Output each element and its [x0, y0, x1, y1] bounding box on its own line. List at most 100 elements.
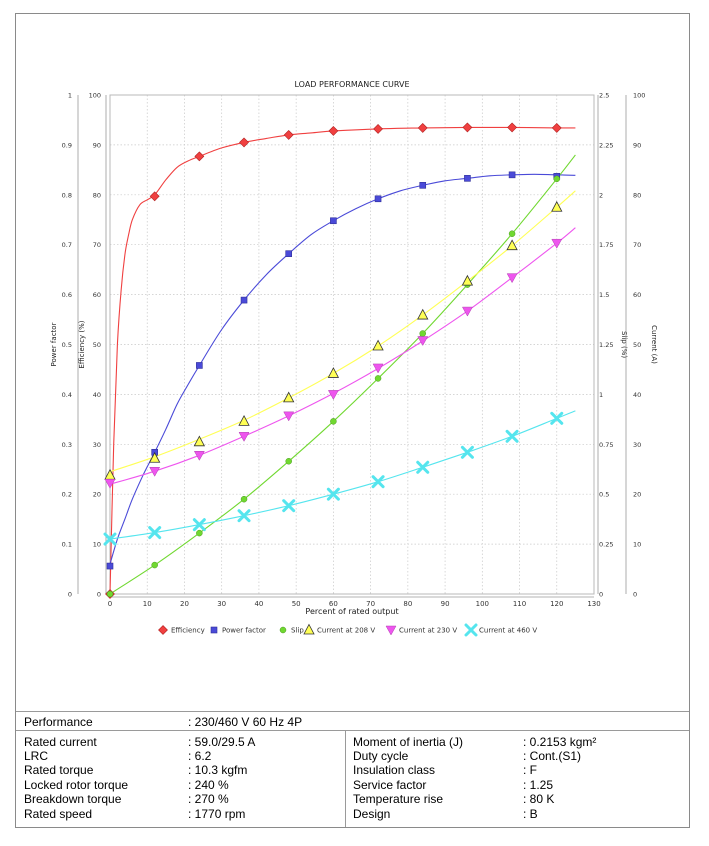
slip-point — [106, 590, 114, 598]
efficiency-tick-label: 20 — [93, 491, 101, 499]
current-at-230-v-point — [149, 466, 161, 477]
efficiency-point — [507, 122, 518, 133]
slip-point — [240, 495, 248, 503]
x-tick-label: 30 — [217, 600, 226, 608]
current-tick-label: 50 — [633, 341, 641, 349]
current-at-460-v-point — [550, 411, 564, 425]
x-marker-stroke — [371, 475, 385, 489]
efficiency-point — [417, 123, 428, 133]
power_factor-axis-label: Power factor — [50, 322, 58, 366]
legend-marker-current-at-208-v — [303, 623, 315, 635]
current-at-460-v-point — [416, 460, 430, 474]
efficiency-point — [239, 137, 249, 148]
x-tick-label: 120 — [550, 600, 563, 608]
x-marker-stroke — [464, 623, 478, 637]
current-at-460-v-point — [148, 526, 162, 540]
slip-point — [419, 330, 426, 337]
spec-value-service-factor: : 1.25 — [523, 778, 554, 792]
spec-label-design: Design — [353, 807, 391, 821]
efficiency-tick-label: 60 — [93, 291, 101, 299]
efficiency-point — [551, 123, 562, 133]
current-at-460-v-curve — [109, 410, 576, 540]
current-at-230-v-point — [283, 411, 295, 422]
x-tick-label: 40 — [254, 600, 263, 608]
slip-point — [151, 561, 158, 569]
power_factor-tick-label: 0.6 — [62, 291, 72, 299]
current-at-230-v-point — [551, 238, 563, 249]
specs-header-rule — [16, 730, 689, 731]
specs-top-rule — [16, 711, 689, 712]
efficiency-tick-label: 0 — [97, 591, 101, 599]
power-factor-point — [106, 562, 114, 570]
x-marker-stroke — [192, 518, 206, 532]
legend: Efficiency Power factor Slip Current at 208… — [158, 623, 537, 637]
spec-label-locked-rotor-torque: Locked rotor torque — [24, 778, 129, 792]
efficiency-tick-label: 80 — [93, 191, 101, 199]
spec-value-duty-cycle: : Cont.(S1) — [523, 749, 582, 763]
power-factor-point — [196, 362, 203, 369]
spec-value-breakdown-torque: : 270 % — [188, 792, 229, 806]
current-at-208-v-point — [461, 274, 474, 286]
series-markers — [103, 122, 564, 599]
spec-value-rated-torque: : 10.3 kgfm — [188, 763, 248, 777]
current-at-208-v-point — [327, 367, 340, 378]
power_factor-tick-label: 0.5 — [62, 341, 72, 349]
current-at-230-v-curve — [109, 227, 576, 485]
current-at-208-v-point — [551, 200, 563, 212]
slip-point — [374, 375, 382, 382]
spec-label-rated-current: Rated current — [24, 735, 97, 749]
slip-tick-label: 1.25 — [599, 341, 613, 349]
current-at-230-v-point — [417, 336, 429, 347]
legend-label-current-at-460-v: Current at 460 V — [479, 627, 537, 635]
efficiency-point — [149, 191, 160, 202]
power-factor-point — [285, 250, 293, 257]
efficiency-tick-label: 10 — [93, 541, 101, 549]
x-tick-label: 100 — [476, 600, 489, 608]
spec-value-lrc: : 6.2 — [188, 749, 212, 763]
power-factor-point — [508, 171, 516, 179]
power-factor-point — [330, 217, 337, 225]
legend-marker-current-at-230-v — [385, 625, 397, 636]
slip-tick-label: 1.75 — [599, 241, 613, 249]
series-curves — [109, 126, 576, 595]
spec-label-temperature-rise: Temperature rise — [353, 792, 444, 806]
current-at-208-v-point — [283, 391, 295, 403]
slip-axis-label: Slip (%) — [620, 331, 628, 358]
spec-value-rated-speed: : 1770 rpm — [188, 807, 246, 821]
current-tick-label: 40 — [633, 391, 641, 399]
legend-marker-power-factor — [210, 626, 218, 634]
legend-label-current-at-208-v: Current at 208 V — [317, 627, 375, 635]
x-marker-stroke — [148, 526, 162, 540]
legend-label-current-at-230-v: Current at 230 V — [399, 627, 457, 635]
current-tick-label: 70 — [633, 241, 641, 249]
current-tick-label: 60 — [633, 291, 641, 299]
x-marker-stroke — [326, 487, 340, 501]
current-at-460-v-point — [103, 532, 117, 546]
power-factor-point — [419, 182, 427, 189]
spec-label-breakdown-torque: Breakdown torque — [24, 792, 122, 806]
spec-label-rated-torque: Rated torque — [24, 763, 94, 777]
efficiency-tick-label: 100 — [89, 92, 101, 100]
x-marker-stroke — [237, 509, 251, 523]
power_factor-tick-label: 0.3 — [62, 441, 72, 449]
spec-value-design: : B — [523, 807, 538, 821]
current-tick-label: 90 — [633, 141, 641, 149]
performance-label: Performance — [24, 715, 93, 729]
power_factor-tick-label: 0 — [68, 591, 72, 599]
power_factor-tick-label: 0.8 — [62, 191, 72, 199]
legend-item-power-factor: Power factor — [210, 626, 266, 635]
current-at-230-v-point — [238, 432, 250, 442]
spec-label-rated-speed: Rated speed — [24, 807, 93, 821]
slip-point — [553, 175, 561, 183]
current-at-460-v-point — [505, 429, 519, 443]
slip-point — [330, 418, 337, 425]
current-tick-label: 30 — [633, 441, 641, 449]
slip-tick-label: 1 — [599, 391, 603, 399]
current-at-230-v-point — [506, 273, 518, 284]
performance-sheet — [15, 13, 690, 828]
efficiency-axis-label: Efficiency (%) — [78, 320, 86, 368]
x-tick-label: 80 — [403, 600, 412, 608]
current-axis-label: Current (A) — [650, 325, 658, 364]
x-tick-label: 20 — [180, 600, 189, 608]
x-tick-label: 110 — [513, 600, 526, 608]
